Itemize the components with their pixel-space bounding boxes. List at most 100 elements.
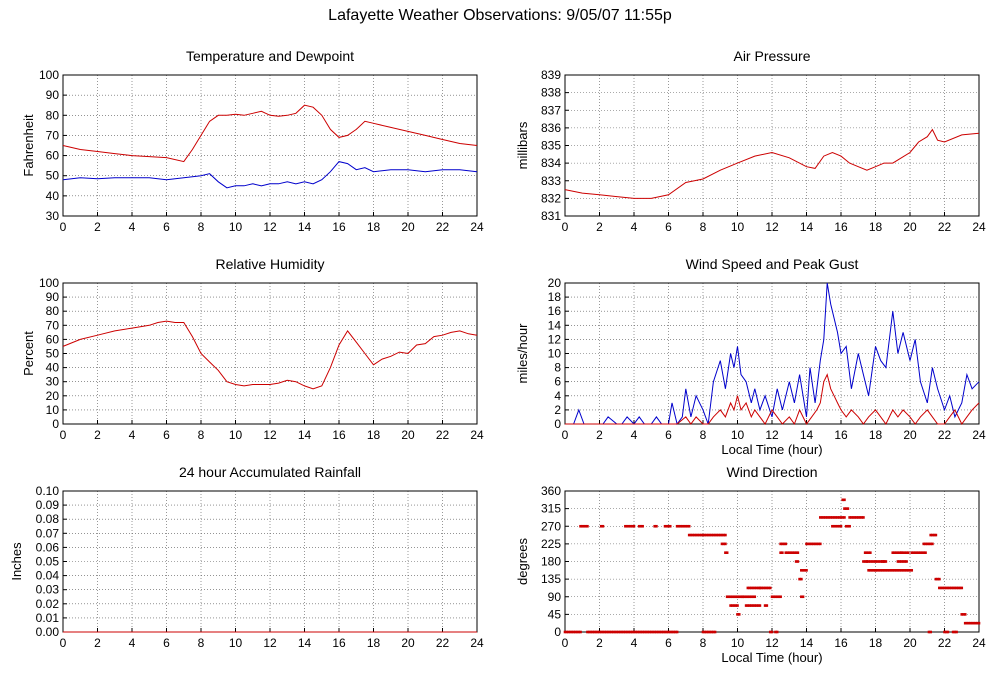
data-point (969, 621, 972, 625)
data-point (938, 586, 941, 590)
data-point (912, 551, 915, 554)
y-tick-label: 50 (46, 169, 60, 183)
data-point (656, 630, 660, 634)
data-point (667, 524, 670, 528)
data-point (843, 516, 846, 519)
data-point (829, 516, 832, 519)
x-tick-label: 6 (163, 428, 170, 442)
data-point (703, 630, 707, 634)
data-point (634, 630, 638, 634)
data-point (801, 595, 805, 599)
data-point (946, 586, 950, 590)
data-point (965, 621, 969, 625)
data-point (568, 630, 572, 634)
data-point (715, 533, 719, 537)
data-point (705, 630, 708, 634)
data-point (672, 630, 675, 634)
x-tick-label: 8 (198, 428, 205, 442)
data-point (760, 586, 763, 590)
x-tick-label: 10 (731, 636, 745, 650)
data-point (698, 533, 701, 537)
data-point (894, 569, 898, 572)
data-point (837, 524, 841, 528)
data-point (950, 586, 953, 590)
y-axis-label: degrees (515, 538, 530, 585)
x-tick-label: 20 (401, 636, 415, 650)
y-tick-label: 0.02 (36, 597, 60, 611)
y-tick-label: 90 (46, 290, 60, 304)
y-tick-label: 100 (39, 276, 59, 290)
x-tick-label: 12 (765, 220, 779, 234)
data-point (732, 595, 736, 599)
x-tick-label: 22 (938, 220, 952, 234)
data-point (756, 586, 760, 590)
data-point (750, 595, 753, 599)
data-point (691, 533, 694, 537)
data-point (582, 524, 586, 528)
data-point (681, 524, 684, 528)
x-tick-label: 24 (972, 220, 986, 234)
data-point (686, 524, 689, 528)
data-point (722, 542, 725, 546)
data-point (855, 516, 858, 519)
data-point (927, 630, 931, 634)
x-tick-label: 18 (869, 220, 883, 234)
x-tick-label: 12 (765, 428, 779, 442)
data-point (844, 524, 848, 528)
data-point (724, 551, 727, 554)
y-tick-label: 0.01 (36, 611, 60, 625)
x-tick-label: 20 (903, 220, 917, 234)
data-point (629, 524, 632, 528)
data-point (872, 560, 876, 563)
data-point (831, 524, 834, 528)
y-tick-label: 8 (554, 361, 561, 375)
x-tick-label: 4 (129, 220, 136, 234)
data-point (953, 630, 957, 634)
data-point (960, 586, 964, 590)
y-tick-label: 2 (554, 403, 561, 417)
data-point (879, 569, 882, 572)
y-tick-label: 836 (541, 121, 561, 135)
data-point (869, 569, 872, 572)
data-point (625, 630, 629, 634)
data-point (901, 560, 905, 563)
data-point (710, 533, 713, 537)
data-point (781, 551, 784, 554)
data-point (874, 560, 877, 563)
data-point (889, 569, 893, 572)
data-point (641, 630, 644, 634)
data-point (791, 551, 794, 554)
data-point (903, 560, 907, 563)
data-point (734, 604, 738, 607)
data-point (955, 586, 958, 590)
data-point (808, 542, 812, 546)
data-point (646, 630, 650, 634)
y-tick-label: 40 (46, 189, 60, 203)
data-point (858, 516, 862, 519)
data-point (663, 630, 667, 634)
data-point (963, 621, 967, 625)
data-point (651, 630, 655, 634)
data-point (694, 533, 698, 537)
x-tick-label: 12 (263, 428, 277, 442)
data-point (608, 630, 612, 634)
y-tick-label: 135 (541, 572, 561, 586)
data-point (931, 542, 934, 546)
data-point (708, 630, 712, 634)
x-tick-label: 18 (869, 428, 883, 442)
data-point (958, 586, 962, 590)
x-tick-label: 14 (298, 220, 312, 234)
x-tick-label: 24 (470, 220, 484, 234)
data-point (941, 586, 945, 590)
data-point (701, 533, 705, 537)
data-point (777, 595, 781, 599)
data-point (936, 577, 939, 581)
data-point (803, 569, 807, 572)
data-point (903, 569, 907, 572)
data-point (755, 604, 758, 607)
y-axis-label: Percent (21, 331, 36, 376)
data-point (727, 595, 731, 599)
data-point (794, 560, 798, 563)
data-point (825, 516, 829, 519)
data-point (862, 516, 865, 519)
